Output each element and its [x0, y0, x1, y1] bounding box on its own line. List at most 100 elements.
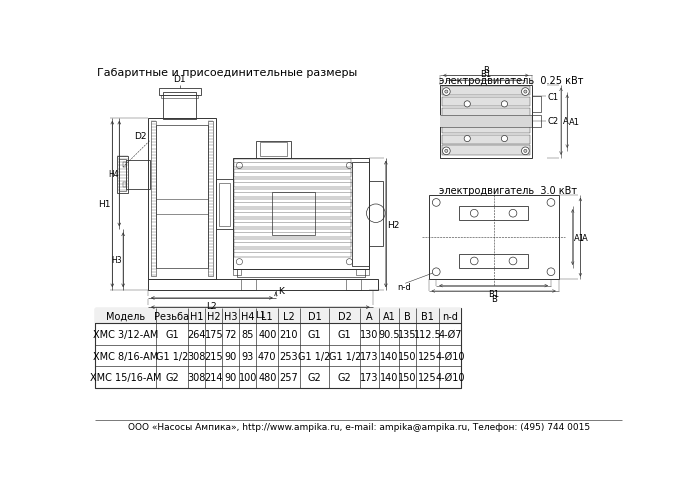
Bar — [234, 169, 351, 178]
Text: G1 1/2: G1 1/2 — [328, 351, 361, 361]
Text: B: B — [491, 294, 496, 304]
Text: G2: G2 — [165, 372, 179, 383]
Circle shape — [522, 148, 529, 155]
Text: H1: H1 — [190, 311, 204, 321]
Text: Резьба: Резьба — [155, 311, 190, 321]
Text: A: A — [582, 233, 588, 242]
Text: H4: H4 — [241, 311, 255, 321]
Text: B1: B1 — [488, 289, 499, 298]
Text: L1: L1 — [262, 311, 273, 321]
Bar — [234, 229, 351, 238]
Text: H2: H2 — [387, 220, 400, 229]
Text: 93: 93 — [241, 351, 254, 361]
Bar — [237, 270, 365, 278]
Text: 90: 90 — [225, 372, 237, 383]
Text: 90.5: 90.5 — [378, 329, 400, 340]
Circle shape — [501, 102, 508, 108]
Text: L2: L2 — [283, 311, 295, 321]
Text: 264: 264 — [188, 329, 206, 340]
Text: 135: 135 — [398, 329, 416, 340]
Text: 400: 400 — [258, 329, 276, 340]
Text: B1: B1 — [421, 311, 434, 321]
Circle shape — [442, 148, 450, 155]
Bar — [442, 108, 530, 118]
Text: 308: 308 — [188, 372, 206, 383]
Circle shape — [524, 150, 527, 153]
Text: A1: A1 — [383, 311, 395, 321]
Text: A: A — [563, 117, 568, 126]
Circle shape — [524, 91, 527, 94]
Text: 85: 85 — [241, 329, 254, 340]
Bar — [352, 163, 369, 266]
Text: 214: 214 — [204, 372, 223, 383]
Circle shape — [509, 210, 517, 218]
Circle shape — [464, 102, 470, 108]
Text: G1: G1 — [165, 329, 178, 340]
Bar — [123, 183, 126, 188]
Bar — [126, 161, 150, 190]
Bar — [234, 209, 351, 218]
Bar — [234, 179, 351, 188]
Text: 4-Ø7: 4-Ø7 — [438, 329, 462, 340]
Bar — [234, 159, 351, 168]
Text: D2: D2 — [134, 132, 146, 141]
Text: G1 1/2: G1 1/2 — [298, 351, 331, 361]
Bar — [241, 280, 256, 291]
Circle shape — [464, 136, 470, 142]
Text: G1 1/2: G1 1/2 — [156, 351, 188, 361]
Bar — [161, 96, 198, 99]
Bar — [272, 193, 314, 235]
Bar — [346, 280, 361, 291]
Text: D1: D1 — [308, 311, 321, 321]
Text: B: B — [404, 311, 411, 321]
Text: 150: 150 — [398, 351, 416, 361]
Bar — [216, 180, 233, 230]
Bar — [369, 182, 383, 247]
Text: 112.5: 112.5 — [414, 329, 442, 340]
Text: ХМС 3/12-АМ: ХМС 3/12-АМ — [93, 329, 158, 340]
Circle shape — [444, 91, 448, 94]
Bar — [428, 195, 559, 280]
Text: 4-Ø10: 4-Ø10 — [435, 351, 465, 361]
Circle shape — [501, 136, 508, 142]
Text: 150: 150 — [398, 372, 416, 383]
Bar — [442, 87, 530, 96]
Text: C1: C1 — [547, 93, 558, 102]
Circle shape — [433, 268, 440, 276]
Text: n-d: n-d — [398, 282, 412, 291]
Text: 175: 175 — [204, 329, 223, 340]
Text: A1: A1 — [574, 233, 585, 242]
Text: 72: 72 — [225, 329, 237, 340]
Text: n-d: n-d — [442, 311, 458, 321]
Bar — [118, 159, 126, 191]
Text: C2: C2 — [547, 117, 558, 126]
Text: G1: G1 — [338, 329, 351, 340]
Text: 257: 257 — [279, 372, 298, 383]
Text: 90: 90 — [225, 351, 237, 361]
Text: 480: 480 — [258, 372, 276, 383]
Text: 253: 253 — [280, 351, 298, 361]
Bar — [442, 146, 530, 155]
Bar — [458, 207, 528, 221]
Text: 130: 130 — [360, 329, 379, 340]
Text: B: B — [483, 66, 489, 75]
Text: ООО «Насосы Ампика», http://www.ampika.ru, e-mail: ampika@ampika.ru, Телефон: (4: ООО «Насосы Ампика», http://www.ampika.r… — [127, 422, 590, 431]
Bar — [356, 270, 369, 275]
Circle shape — [433, 199, 440, 207]
Text: 140: 140 — [380, 351, 398, 361]
Text: H4: H4 — [108, 170, 118, 179]
Circle shape — [444, 150, 448, 153]
Bar — [95, 308, 461, 388]
Text: G2: G2 — [308, 372, 321, 383]
Bar — [148, 119, 216, 280]
Text: H3: H3 — [112, 256, 122, 265]
Bar — [442, 124, 530, 134]
Text: A1: A1 — [569, 118, 580, 126]
Text: Модель: Модель — [106, 311, 145, 321]
Text: 308: 308 — [188, 351, 206, 361]
Bar — [151, 122, 155, 277]
Text: электродвигатель  0.25 кВт: электродвигатель 0.25 кВт — [439, 76, 583, 85]
Bar — [148, 280, 378, 291]
Bar — [234, 249, 351, 258]
Text: D1: D1 — [174, 75, 186, 84]
